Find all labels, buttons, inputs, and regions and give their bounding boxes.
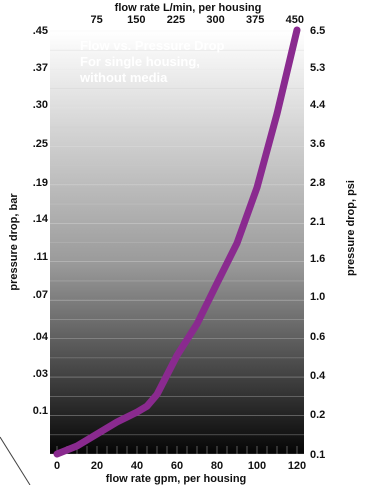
top-axis-title: flow rate L/min, per housing [115,2,262,14]
left-tick-label: .45 [33,25,48,37]
gridlines [50,30,304,455]
top-tick-label: 75 [91,14,103,26]
top-tick-label: 450 [286,14,304,26]
left-tick-label: .11 [33,251,48,263]
top-tick-label: 150 [127,14,145,26]
series-layer [53,26,301,458]
right-tick-label: 5.3 [310,62,325,74]
right-tick-label: 0.1 [310,449,325,461]
top-axis-ticks: 75 150 225 300 375 450 [91,14,304,26]
chart-title-line-3: without media [79,70,168,85]
left-tick-label: .30 [33,99,48,111]
series-line [53,26,301,458]
top-tick-label: 375 [246,14,264,26]
right-axis-ticks: 6.5 5.3 4.4 3.6 2.8 2.1 1.6 1.0 0.6 0.4 0.2 0.1 [310,25,326,461]
right-tick-label: 0.2 [310,409,325,421]
left-tick-label: .19 [33,177,48,189]
right-axis-title: pressure drop, psi [345,180,357,276]
left-tick-label: 0.1 [33,405,48,417]
left-axis-ticks: .45 .37 .30 .25 .19 .14 .11 .07 .04 .03 0.1 [33,25,49,417]
bottom-tick-label: 0 [54,460,60,472]
right-tick-label: 2.1 [310,216,325,228]
left-axis-title: pressure drop, bar [8,193,20,291]
bottom-axis-title: flow rate gpm, per housing [106,473,247,485]
left-tick-label: .03 [33,368,48,380]
left-tick-label: .14 [33,213,49,225]
bottom-tick-label: 60 [171,460,183,472]
left-tick-label: .07 [33,289,48,301]
chart-title-line-1: Flow vs. Pressure Drop [80,38,225,53]
left-tick-label: .25 [33,138,48,150]
left-tick-label: .04 [33,331,49,343]
right-tick-label: 2.8 [310,177,325,189]
top-tick-label: 300 [206,14,224,26]
right-tick-label: 1.6 [310,253,325,265]
right-tick-label: 6.5 [310,25,325,37]
right-tick-label: 0.4 [310,370,326,382]
left-tick-label: .37 [33,62,48,74]
corner-mark [0,436,31,485]
bottom-tick-label: 40 [131,460,143,472]
bottom-axis-ticks: 0 20 40 60 80 100 120 [54,460,306,472]
right-tick-label: 1.0 [310,291,325,303]
top-tick-label: 225 [167,14,185,26]
bottom-tick-label: 20 [91,460,103,472]
bottom-tick-label: 120 [288,460,306,472]
chart-title-line-2: For single housing, [80,54,200,69]
bottom-tick-label: 80 [211,460,223,472]
right-tick-label: 0.6 [310,331,325,343]
right-tick-label: 4.4 [310,99,326,111]
bottom-tick-label: 100 [248,460,266,472]
right-tick-label: 3.6 [310,138,325,150]
